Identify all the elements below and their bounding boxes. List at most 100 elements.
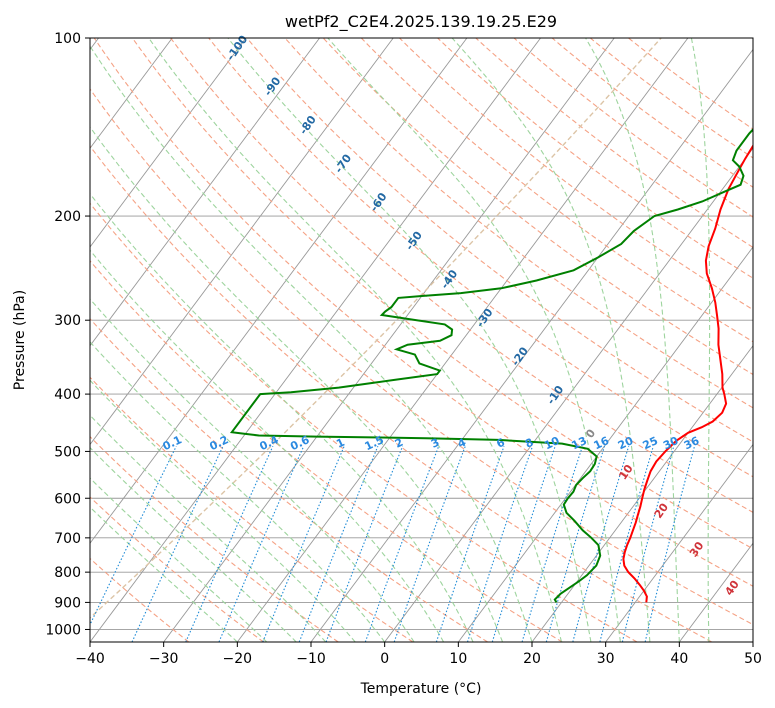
- dry-adiabat-line: [90, 38, 662, 619]
- mixing-ratio-line: [393, 446, 466, 642]
- isotherm-line: [90, 38, 394, 446]
- dry-adiabats: [90, 38, 753, 642]
- dewpoint-profile-line: [229, 128, 753, 603]
- x-tick-label: −10: [296, 651, 326, 667]
- isotherm-line: [90, 38, 320, 347]
- dry-adiabat-line: [437, 38, 753, 279]
- dry-adiabat-line: [170, 38, 753, 513]
- mixing-ratio-label: 0.2: [207, 433, 230, 453]
- adiabat-label: -10: [544, 383, 566, 407]
- isotherm-line: [90, 38, 468, 545]
- dry-adiabat-line: [589, 38, 753, 159]
- dry-adiabat-line: [284, 38, 753, 409]
- mixing-ratio-line: [298, 445, 379, 642]
- moist-adiabat-line: [90, 341, 386, 642]
- x-tick-label: −30: [149, 651, 179, 667]
- x-tick-label: −40: [75, 651, 105, 667]
- dry-adiabat-line: [90, 317, 488, 642]
- mixing-ratio-line: [491, 446, 556, 642]
- adiabat-label: 30: [687, 539, 707, 559]
- y-tick-label: 900: [54, 595, 81, 611]
- x-tick-label: −20: [223, 651, 253, 667]
- adiabat-label: -40: [438, 267, 460, 291]
- moist-adiabat-line: [90, 446, 297, 642]
- dry-adiabat-line: [90, 376, 414, 642]
- mixing-ratio-line: [218, 445, 305, 642]
- adiabat-label: 20: [652, 501, 672, 521]
- mixing-ratio-lines: [90, 445, 696, 642]
- y-axis: 100 200 300 400 500 600 700 800 900 1000: [45, 31, 90, 638]
- x-tick-label: 40: [670, 651, 688, 667]
- mixing-ratio-label: 16: [592, 434, 612, 452]
- mixing-ratio-label: 30: [661, 434, 681, 452]
- y-tick-label: 200: [54, 209, 81, 225]
- isotherm-line: [90, 38, 541, 642]
- isotherms: [90, 38, 753, 642]
- plot-area: 0.1 0.2 0.4 0.6 1 1.5 2 3 4 6 8 10 13 16 20 25 30 36-100-…: [90, 33, 753, 642]
- x-tick-label: 10: [449, 651, 467, 667]
- dry-adiabat-line: [131, 38, 753, 550]
- moist-adiabat-line: [90, 249, 445, 642]
- x-axis: −40 −30 −20 −10 0 10 20 30 40 50: [75, 642, 762, 667]
- dry-adiabat-line: [513, 38, 753, 218]
- moist-adiabat-line: [90, 192, 474, 642]
- moist-adiabat-line: [327, 38, 621, 642]
- dry-adiabat-line: [551, 38, 753, 188]
- isotherm-line: [90, 38, 247, 248]
- mixing-ratio-label: 10: [542, 434, 562, 452]
- y-tick-label: 800: [54, 565, 81, 581]
- dry-adiabat-line: [90, 145, 712, 642]
- adiabat-label: -30: [474, 306, 496, 330]
- plot-clip-group: [90, 38, 753, 642]
- x-tick-label: 0: [380, 651, 389, 667]
- adiabat-label: -20: [509, 344, 531, 368]
- y-axis-label: Pressure (hPa): [12, 290, 28, 390]
- x-axis-label: Temperature (°C): [360, 681, 482, 697]
- isotherm-line: [163, 38, 615, 642]
- mixing-ratio-line: [131, 445, 224, 642]
- adiabat-label: -100: [224, 33, 251, 63]
- mixing-ratio-line: [521, 446, 584, 642]
- adiabat-label: -80: [297, 113, 319, 137]
- moist-adiabat-line: [148, 38, 563, 642]
- mixing-ratio-line: [572, 446, 630, 642]
- moist-adiabat-line: [90, 477, 268, 642]
- mixing-ratio-line: [545, 446, 606, 642]
- adiabat-label: -50: [403, 229, 425, 253]
- mixing-ratio-line: [325, 445, 404, 642]
- dry-adiabat-line: [360, 38, 753, 343]
- mixing-ratio-label: 1.5: [363, 433, 386, 453]
- moist-adiabat-line: [90, 379, 356, 642]
- isotherm-line: [605, 443, 753, 642]
- x-tick-label: 20: [523, 651, 541, 667]
- isotherm-line: [752, 641, 753, 642]
- mixing-ratio-label: 25: [641, 434, 660, 452]
- isotherm-line: [90, 38, 173, 150]
- mixing-ratio-line: [466, 446, 534, 642]
- moist-adiabat-line: [90, 298, 415, 642]
- x-tick-label: 50: [744, 651, 762, 667]
- dry-adiabat-line: [90, 88, 753, 626]
- mixing-ratio-line: [621, 446, 675, 642]
- mixing-ratio-line: [262, 445, 345, 642]
- mixing-ratio-line: [644, 446, 696, 642]
- isotherm-line: [384, 147, 753, 642]
- dry-adiabat-line: [90, 260, 563, 642]
- y-tick-label: 400: [54, 387, 81, 403]
- mixing-ratio-label: 8: [523, 436, 535, 451]
- y-tick-label: 300: [54, 313, 81, 329]
- isotherm-line: [457, 246, 753, 642]
- mixing-ratio-line: [599, 446, 654, 642]
- mixing-ratio-label: 0.1: [161, 433, 184, 453]
- mixing-ratio-line: [90, 445, 177, 627]
- moist-adiabat-line: [585, 38, 680, 642]
- moist-adiabats: [90, 38, 711, 642]
- isotherm-line: [531, 345, 753, 642]
- mixing-ratio-label: 36: [682, 434, 702, 452]
- moist-adiabat-line: [90, 45, 533, 642]
- mixing-ratio-line: [364, 446, 440, 642]
- mixing-ratio-line: [435, 446, 505, 642]
- chart-title: wetPf2_C2E4.2025.139.19.25.E29: [285, 12, 557, 32]
- y-tick-label: 100: [54, 31, 81, 47]
